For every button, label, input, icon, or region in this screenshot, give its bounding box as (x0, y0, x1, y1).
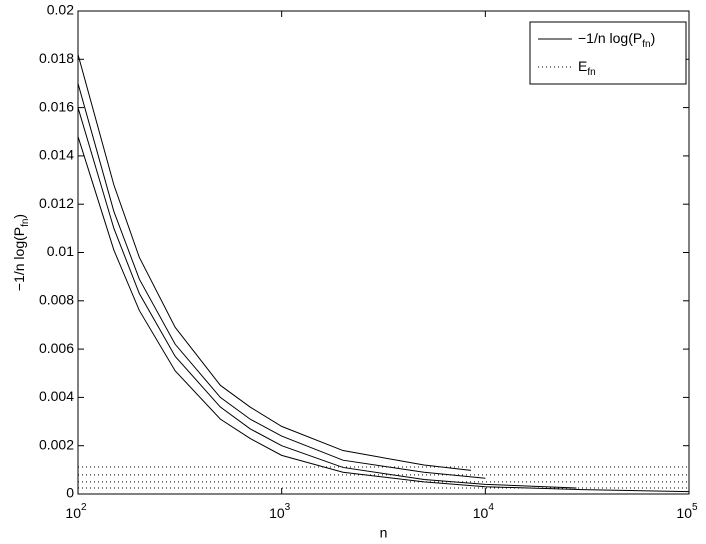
legend-box (529, 21, 687, 85)
x-tick-exponent: 2 (81, 502, 87, 513)
x-tick-base: 10 (269, 505, 285, 521)
x-tick-base: 10 (473, 505, 489, 521)
y-label-sub: fn (20, 219, 31, 227)
y-axis-label: −1/n log(Pfn) (11, 214, 31, 291)
y-tick-label: 0.016 (39, 98, 74, 114)
legend-label: Efn (578, 58, 596, 78)
legend-label-part: E (578, 58, 587, 74)
x-tick-label: 103 (269, 502, 291, 521)
y-tick-label: 0.014 (39, 147, 74, 163)
y-tick-label: 0.018 (39, 50, 74, 66)
x-tick-exponent: 3 (285, 502, 291, 513)
y-tick-label: 0.012 (39, 195, 74, 211)
x-tick-label: 102 (65, 502, 87, 521)
x-tick-exponent: 5 (692, 502, 698, 513)
y-tick-label: 0.008 (39, 292, 74, 308)
x-tick-base: 10 (676, 505, 692, 521)
y-tick-label: 0.02 (47, 2, 74, 18)
legend-label: −1/n log(Pfn) (578, 30, 655, 50)
x-tick-exponent: 4 (488, 502, 494, 513)
x-tick-label: 104 (473, 502, 495, 521)
y-tick-label: 0.01 (47, 243, 74, 259)
legend-label-part: fn (642, 39, 650, 50)
legend-label-part: ) (651, 30, 656, 46)
y-tick-label: 0.004 (39, 388, 74, 404)
legend: −1/n log(Pfn)Efn (529, 21, 687, 85)
series-line (77, 83, 486, 479)
legend-label-part: fn (587, 67, 595, 78)
y-tick-label: 0 (66, 485, 74, 501)
x-axis-label: n (380, 525, 388, 541)
series-line (77, 136, 690, 493)
series-line (77, 107, 577, 489)
series-line (77, 54, 472, 471)
legend-label-part: −1/n log(P (578, 30, 642, 46)
y-tick-label: 0.006 (39, 340, 74, 356)
y-tick-label: 0.002 (39, 436, 74, 452)
x-tick-base: 10 (65, 505, 81, 521)
y-label-tail: ) (11, 214, 27, 219)
y-label-main: −1/n log(P (11, 227, 27, 291)
x-tick-label: 105 (676, 502, 698, 521)
